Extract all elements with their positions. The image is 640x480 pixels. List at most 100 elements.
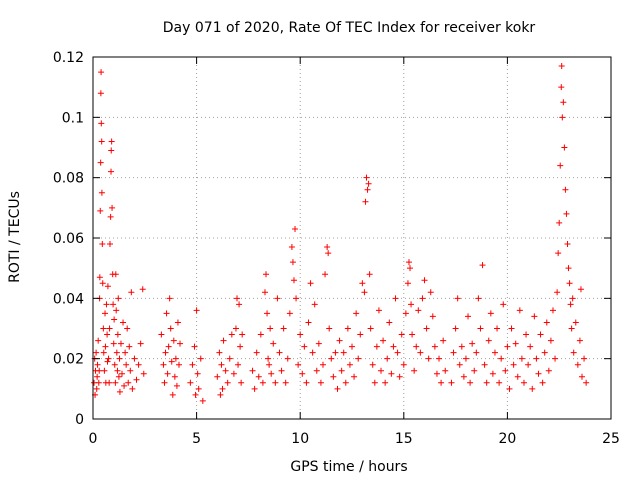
data-point <box>539 379 546 386</box>
data-point <box>253 349 260 356</box>
x-axis-label: GPS time / hours <box>290 459 407 475</box>
data-point <box>547 337 554 344</box>
data-point <box>346 361 353 368</box>
data-point <box>295 361 302 368</box>
data-point <box>303 379 310 386</box>
data-point <box>442 367 449 374</box>
data-point <box>102 310 109 317</box>
data-point <box>104 283 111 290</box>
data-point <box>220 337 227 344</box>
data-point <box>192 391 199 398</box>
data-point <box>508 325 515 332</box>
data-point <box>384 355 391 362</box>
data-point <box>116 355 123 362</box>
data-point <box>375 307 382 314</box>
data-point <box>278 367 285 374</box>
data-point <box>113 349 120 356</box>
data-point <box>263 271 270 278</box>
data-point <box>569 295 576 302</box>
data-point <box>311 301 318 308</box>
data-point <box>121 382 128 389</box>
data-point <box>467 379 474 386</box>
data-point <box>140 370 147 377</box>
data-point <box>137 340 144 347</box>
data-point <box>105 355 112 362</box>
data-point <box>518 355 525 362</box>
data-point <box>334 385 341 392</box>
data-point <box>93 349 100 356</box>
data-point <box>440 337 447 344</box>
data-point <box>576 337 583 344</box>
data-point <box>174 319 181 326</box>
data-point <box>330 373 337 380</box>
data-point <box>555 250 562 257</box>
x-tick-label: 25 <box>602 431 620 447</box>
data-point <box>357 331 364 338</box>
data-point <box>458 343 465 350</box>
data-point <box>523 331 530 338</box>
data-point <box>560 99 567 106</box>
data-point <box>581 355 588 362</box>
data-point <box>117 340 124 347</box>
data-point <box>238 379 245 386</box>
data-point <box>326 325 333 332</box>
data-point <box>498 355 505 362</box>
data-point <box>123 361 130 368</box>
data-point <box>533 355 540 362</box>
data-point <box>510 361 517 368</box>
data-point <box>421 277 428 284</box>
data-point <box>124 325 131 332</box>
data-point <box>407 265 414 272</box>
data-point <box>108 147 115 154</box>
data-point <box>392 295 399 302</box>
data-point <box>216 349 223 356</box>
data-point <box>527 343 534 350</box>
data-point <box>433 370 440 377</box>
data-point <box>561 144 568 151</box>
data-point <box>280 325 287 332</box>
data-point <box>170 337 177 344</box>
data-point <box>107 213 114 220</box>
data-point <box>94 373 101 380</box>
data-point <box>270 340 277 347</box>
data-point <box>307 280 314 287</box>
data-point <box>268 370 275 377</box>
data-point <box>409 331 416 338</box>
data-point <box>251 385 258 392</box>
data-point <box>396 373 403 380</box>
data-point <box>558 84 565 91</box>
y-tick-label: 0.08 <box>53 171 84 187</box>
data-point <box>98 120 105 127</box>
data-point <box>417 349 424 356</box>
data-point <box>165 343 172 350</box>
data-point <box>436 355 443 362</box>
data-point <box>163 310 170 317</box>
data-point <box>193 307 200 314</box>
data-point <box>274 295 281 302</box>
data-point <box>340 349 347 356</box>
data-point <box>390 343 397 350</box>
data-point <box>292 225 299 232</box>
data-point <box>99 241 106 248</box>
data-point <box>545 367 552 374</box>
data-point <box>95 379 102 386</box>
data-point <box>267 325 274 332</box>
data-point <box>558 63 565 70</box>
data-point <box>224 379 231 386</box>
data-point <box>131 355 138 362</box>
data-point <box>108 138 115 145</box>
data-point <box>500 301 507 308</box>
x-tick-label: 0 <box>89 431 98 447</box>
data-point <box>570 349 577 356</box>
data-point <box>411 367 418 374</box>
data-point <box>288 244 295 251</box>
data-point <box>494 325 501 332</box>
data-point <box>97 159 104 166</box>
data-point <box>431 343 438 350</box>
data-point <box>456 361 463 368</box>
data-point <box>351 373 358 380</box>
data-point <box>286 310 293 317</box>
data-point <box>111 316 118 323</box>
data-point <box>469 340 476 347</box>
